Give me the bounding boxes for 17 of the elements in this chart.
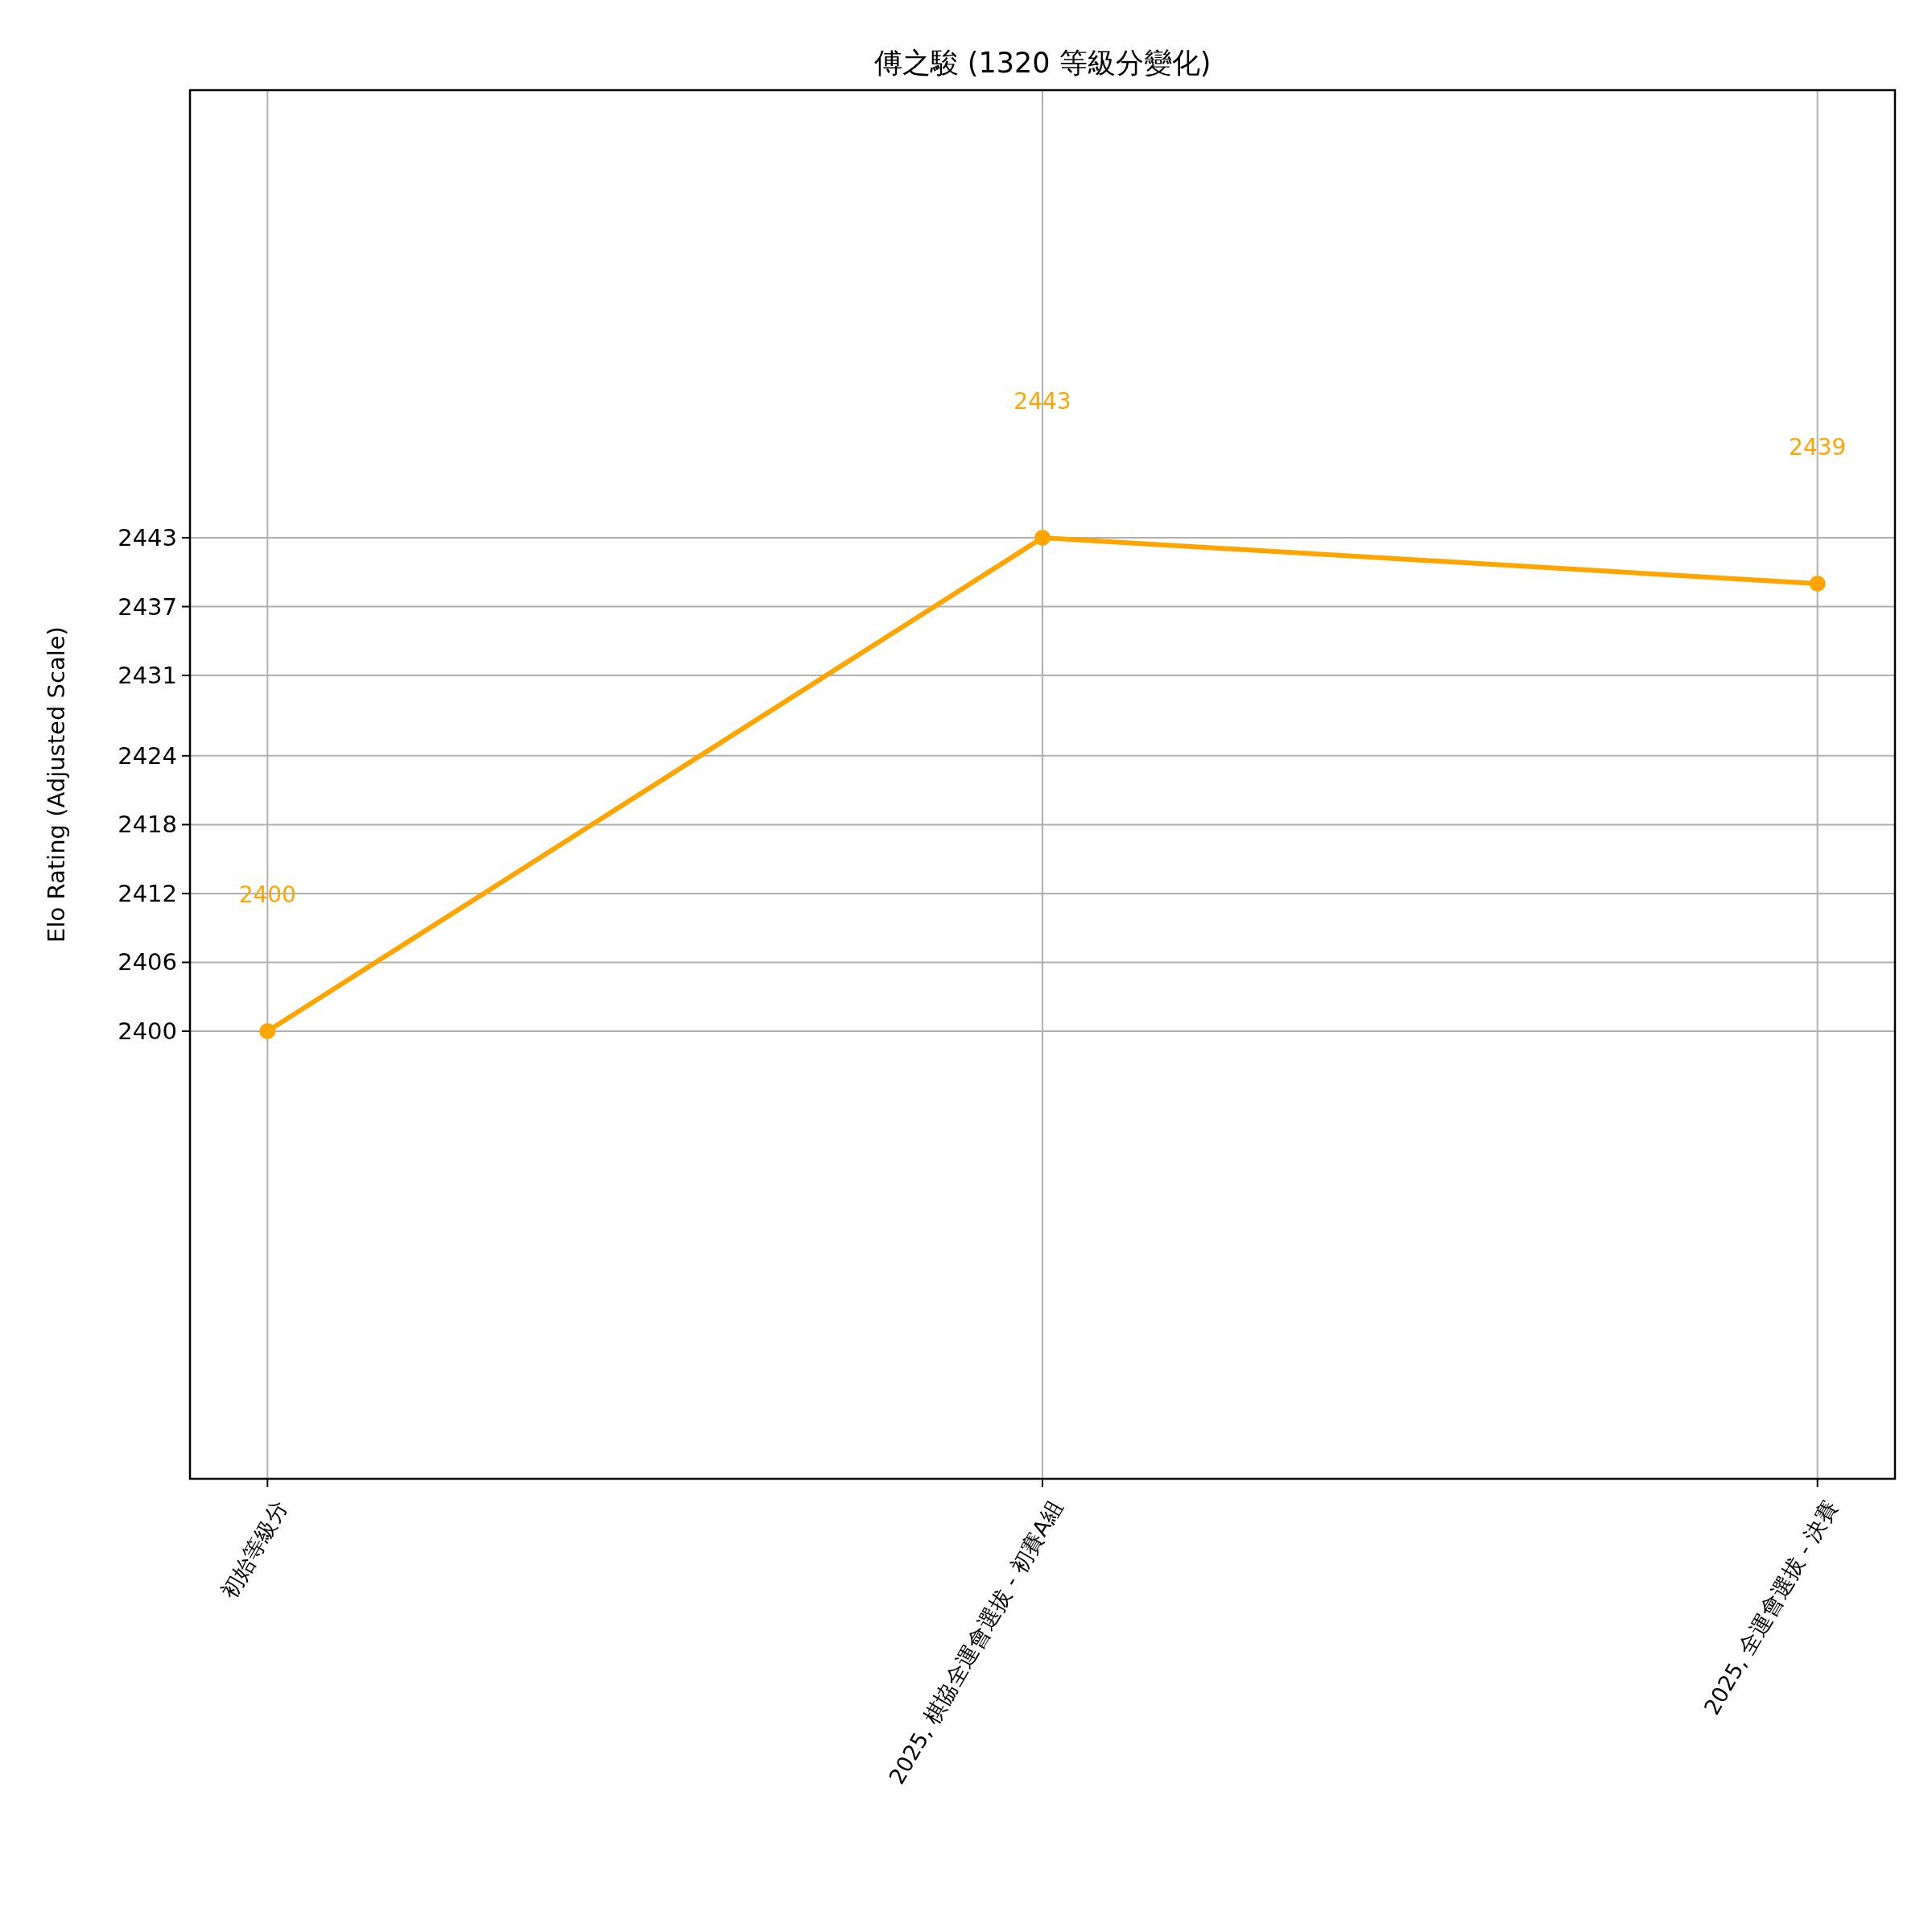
annotation: 2439 bbox=[1789, 434, 1847, 461]
chart-title: 傅之駿 (1320 等級分變化) bbox=[873, 47, 1212, 79]
point bbox=[1034, 529, 1051, 546]
annotation: 2443 bbox=[1013, 387, 1071, 415]
y-tick-label: 2424 bbox=[118, 741, 177, 770]
annotation: 2400 bbox=[238, 881, 296, 909]
y-tick-label: 2431 bbox=[118, 662, 177, 690]
point bbox=[259, 1023, 276, 1040]
y-tick-label: 2406 bbox=[118, 948, 177, 976]
point bbox=[1809, 576, 1826, 592]
y-tick-label: 2412 bbox=[118, 879, 177, 907]
y-tick-label: 2443 bbox=[118, 523, 177, 551]
y-tick-label: 2418 bbox=[118, 811, 177, 839]
x-tick-label: 初始等級分 bbox=[216, 1496, 292, 1603]
y-tick-label: 2400 bbox=[118, 1018, 177, 1046]
y-axis-title: Elo Rating (Adjusted Scale) bbox=[43, 626, 70, 943]
y-tick-label: 2437 bbox=[118, 592, 177, 621]
